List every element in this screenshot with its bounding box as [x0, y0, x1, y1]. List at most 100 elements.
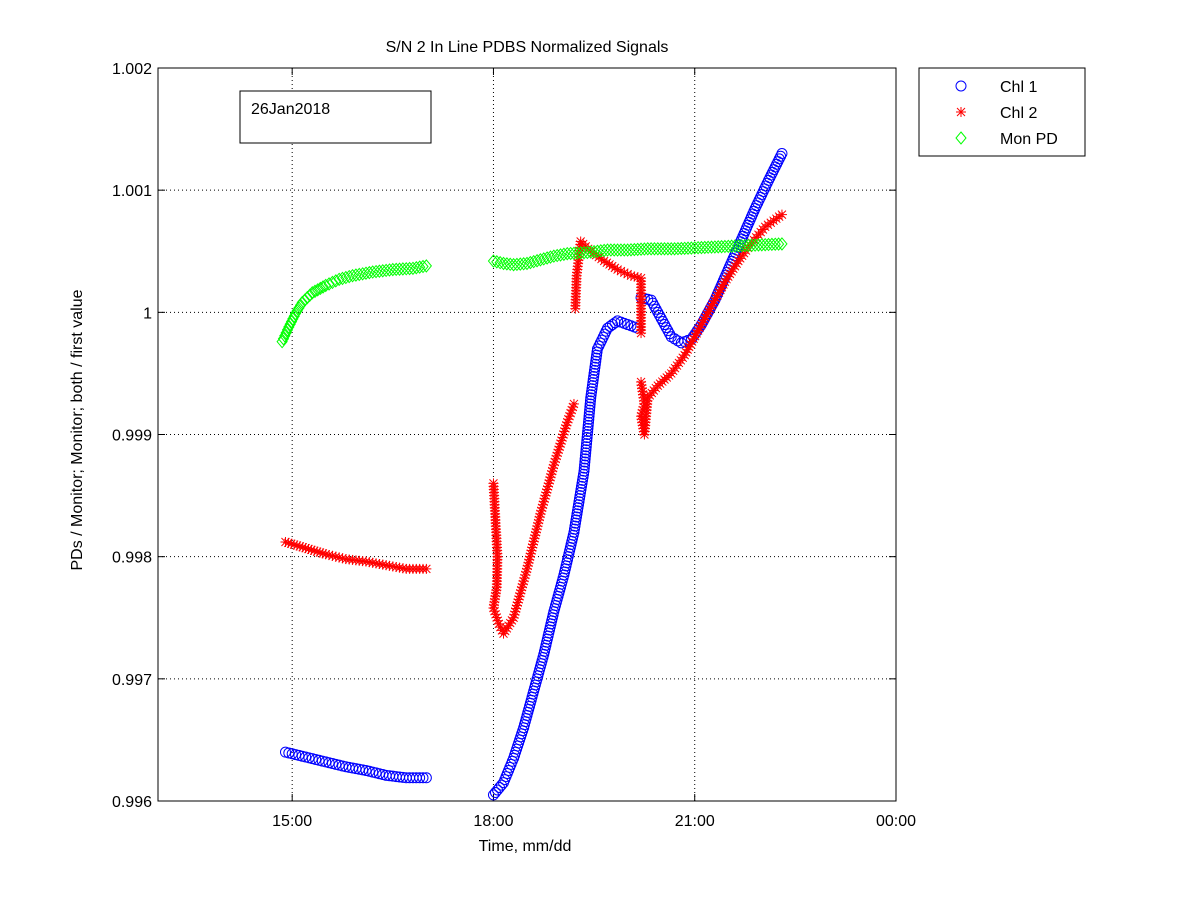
data-point [528, 254, 540, 269]
data-point [588, 370, 600, 382]
data-point [584, 398, 596, 410]
x-tick-label: 18:00 [473, 813, 513, 830]
x-axis-ticks: 15:00 18:00 21:00 00:00 [272, 68, 916, 830]
data-point [586, 380, 598, 392]
data-point [417, 259, 429, 274]
data-point [491, 612, 502, 623]
data-point [578, 462, 590, 474]
data-point [636, 328, 647, 339]
annotation-frame [239, 90, 432, 144]
data-point [353, 267, 365, 282]
legend-label: Chl 2 [1000, 105, 1037, 122]
data-point [589, 361, 601, 373]
y-axis-ticks: 0.996 0.997 0.998 0.999 1 1.001 1.002 [112, 61, 896, 811]
data-point [583, 407, 595, 419]
data-point [589, 358, 601, 370]
data-point [494, 255, 506, 270]
data-point [584, 404, 596, 416]
data-point [343, 269, 355, 284]
data-point [299, 293, 311, 307]
data-point [583, 416, 594, 428]
data-point [323, 277, 335, 291]
data-point [541, 251, 553, 265]
data-point [776, 209, 787, 220]
data-point [583, 410, 595, 422]
data-point [772, 237, 785, 251]
data-point [497, 256, 510, 271]
data-point [760, 221, 771, 232]
data-point [768, 215, 779, 226]
data-point [590, 352, 602, 364]
data-point [776, 237, 788, 251]
data-point [579, 450, 591, 462]
data-point [587, 377, 599, 389]
data-point [407, 261, 419, 276]
y-tick-label: 1.002 [112, 61, 152, 78]
data-point [356, 267, 369, 281]
data-point [581, 435, 593, 447]
data-point [333, 272, 345, 287]
data-point [414, 260, 426, 274]
data-point [309, 284, 321, 299]
data-point [501, 257, 513, 271]
data-point [682, 344, 693, 355]
data-point [609, 317, 621, 329]
data-point [330, 274, 342, 288]
legend-item-chl-2: Chl 2 [956, 105, 1037, 122]
data-point [420, 772, 432, 784]
data-point [585, 389, 597, 401]
data-point [410, 260, 422, 275]
data-point [586, 386, 598, 398]
data-point [582, 425, 594, 437]
data-point [578, 465, 590, 477]
data-point [588, 367, 600, 379]
data-point [317, 280, 329, 294]
data-point [320, 278, 332, 293]
data-point [582, 419, 594, 431]
data-point [771, 213, 782, 224]
legend: Chl 1 Chl 2 Mon PD [918, 67, 1086, 157]
data-point [306, 286, 318, 300]
data-point [487, 254, 500, 268]
data-point [360, 266, 372, 281]
x-axis-label: Time, mm/dd [479, 838, 572, 855]
data-point [534, 253, 547, 267]
data-point [582, 422, 594, 434]
data-marks [276, 148, 788, 801]
data-point [346, 268, 359, 283]
annotation-text: 26Jan2018 [251, 101, 330, 118]
data-point [304, 288, 316, 303]
legend-label: Mon PD [1000, 131, 1058, 148]
legend-marker [956, 107, 966, 117]
series-mon-pd [276, 237, 788, 349]
legend-marker [955, 80, 967, 92]
data-point [584, 401, 596, 413]
x-tick-label: 21:00 [675, 813, 715, 830]
data-point [350, 268, 362, 282]
data-point [414, 772, 426, 784]
data-point [521, 256, 533, 271]
data-point [586, 383, 598, 395]
y-tick-label: 0.997 [112, 672, 152, 689]
data-point [665, 331, 677, 343]
data-point [581, 438, 593, 450]
data-point [340, 270, 352, 285]
data-point [579, 456, 591, 468]
data-point [421, 563, 432, 574]
data-point [568, 398, 579, 409]
data-point [517, 256, 530, 271]
data-point [496, 779, 508, 791]
data-point [320, 549, 331, 560]
legend-marker [955, 131, 967, 145]
data-point [589, 364, 601, 376]
data-point [554, 248, 567, 262]
data-point [762, 219, 773, 230]
data-point [420, 259, 433, 273]
data-point [599, 256, 610, 267]
chart-title: S/N 2 In Line PDBS Normalized Signals [386, 39, 669, 56]
data-point [581, 432, 593, 444]
series-chl-2 [280, 209, 787, 639]
x-tick-label: 15:00 [272, 813, 312, 830]
data-point [531, 253, 543, 268]
